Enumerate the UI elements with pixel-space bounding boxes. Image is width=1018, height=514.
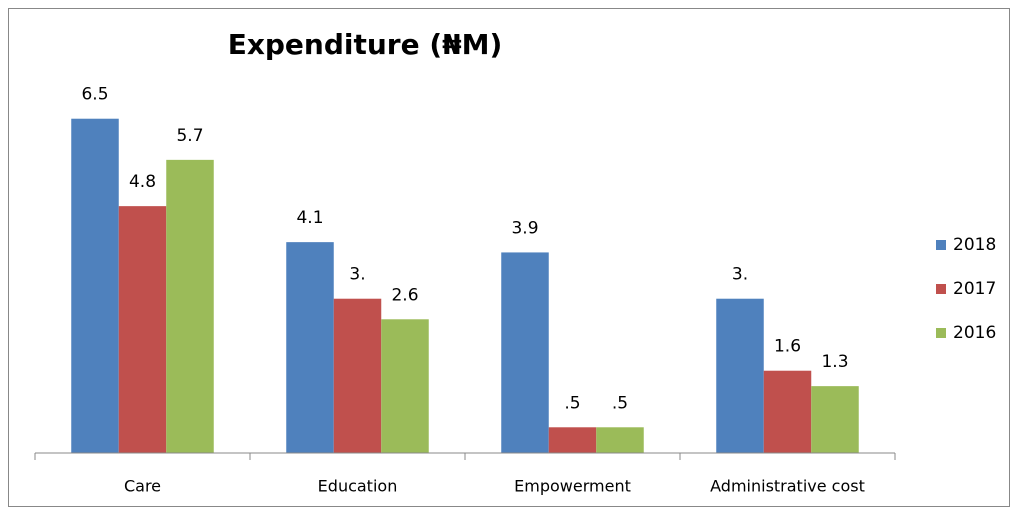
legend-label: 2018 <box>953 235 996 255</box>
bar <box>596 427 644 453</box>
value-label: .5 <box>564 393 580 413</box>
legend-swatch <box>936 240 946 250</box>
bar <box>333 298 382 453</box>
bar <box>501 252 549 453</box>
x-tick-label: Care <box>124 477 161 496</box>
value-label: 3. <box>349 265 365 285</box>
value-label: 3.9 <box>511 218 538 238</box>
bar <box>166 159 214 453</box>
value-label: 1.6 <box>774 337 801 357</box>
legend-label: 2016 <box>953 323 996 343</box>
bar <box>811 386 859 453</box>
value-label: 5.7 <box>176 126 203 146</box>
legend-swatch <box>936 284 946 294</box>
bar <box>286 242 334 453</box>
x-tick-label: Administrative cost <box>710 477 865 496</box>
x-tick-label: Education <box>318 477 398 496</box>
bar <box>548 427 597 453</box>
value-label: 1.3 <box>821 352 848 372</box>
value-label: 4.1 <box>296 208 323 228</box>
value-label: 2.6 <box>391 285 418 305</box>
bar <box>381 319 429 453</box>
value-label: 3. <box>732 265 748 285</box>
bar <box>118 206 167 453</box>
legend-label: 2017 <box>953 279 996 299</box>
value-label: 6.5 <box>81 85 108 105</box>
bar <box>716 298 764 453</box>
chart-title: Expenditure (₦M) <box>228 28 503 61</box>
bar <box>71 118 119 453</box>
legend-swatch <box>936 328 946 338</box>
x-tick-label: Empowerment <box>514 477 631 496</box>
bar <box>763 370 812 453</box>
value-label: .5 <box>612 393 628 413</box>
value-label: 4.8 <box>129 172 156 192</box>
